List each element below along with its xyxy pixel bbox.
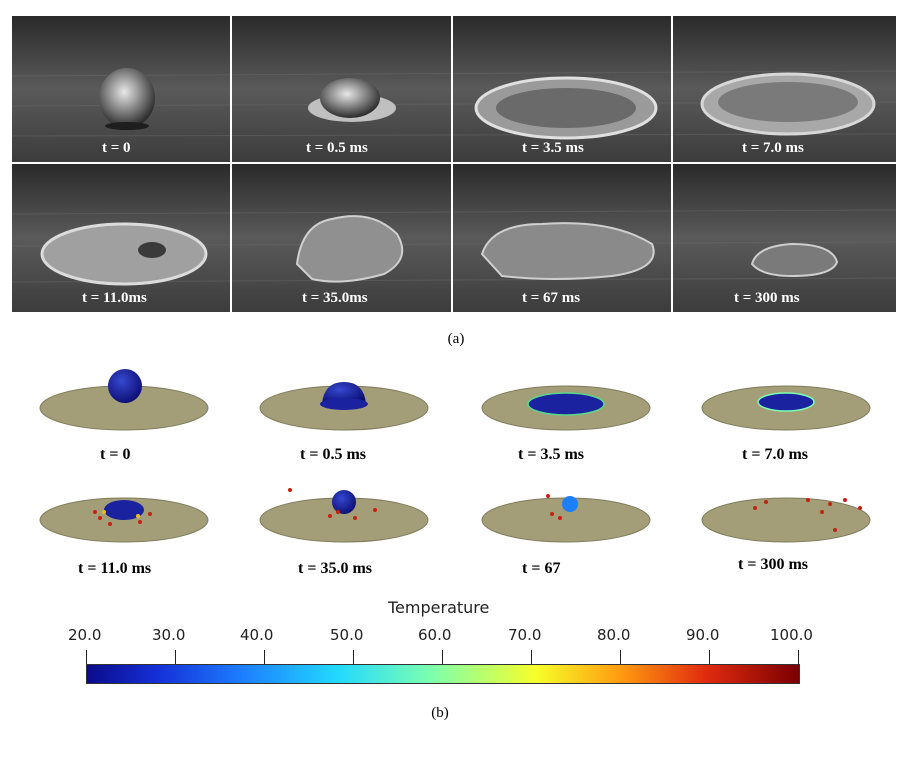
- colorbar-tick-100: 100.0: [770, 626, 813, 644]
- droplet-photo-t67: [480, 222, 655, 280]
- colorbar-tickmark: [353, 650, 354, 664]
- sim-plate-1: [39, 369, 209, 431]
- colorbar-tickmark: [531, 650, 532, 664]
- colorbar-tick-30: 30.0: [152, 626, 186, 644]
- sim-plate-4: [701, 385, 871, 431]
- droplet-photo-t300: [750, 242, 839, 278]
- photo-strip-row1: [12, 16, 896, 162]
- temperature-colorbar: [86, 664, 800, 684]
- sim-plate-6: [259, 488, 429, 543]
- sim-plate-2: [259, 382, 429, 431]
- sim-label-8: t = 300 ms: [738, 556, 808, 573]
- colorbar-tick-20: 20.0: [68, 626, 102, 644]
- colorbar-tickmark: [798, 650, 799, 664]
- sim-label-2: t = 0.5 ms: [300, 446, 366, 463]
- photo-label-7: t = 67 ms: [522, 290, 581, 306]
- caption-a: (a): [447, 331, 465, 347]
- simulation-renders: [39, 369, 871, 543]
- droplet-photo-t0: [99, 68, 155, 128]
- sim-label-7: t = 67: [522, 560, 561, 577]
- sim-plate-7: [481, 494, 651, 543]
- colorbar-tick-50: 50.0: [330, 626, 364, 644]
- photo-label-2: t = 0.5 ms: [306, 140, 368, 156]
- colorbar-tickmark: [709, 650, 710, 664]
- sim-plate-3: [481, 385, 651, 431]
- sim-label-4: t = 7.0 ms: [742, 446, 808, 463]
- colorbar-tickmark: [175, 650, 176, 664]
- colorbar-tickmark: [86, 650, 87, 664]
- photo-strip-row2: [12, 164, 896, 312]
- sim-label-1: t = 0: [100, 446, 131, 463]
- sim-label-5: t = 11.0 ms: [78, 560, 152, 577]
- colorbar-tickmark: [442, 650, 443, 664]
- photo-label-1: t = 0: [102, 140, 131, 156]
- photo-label-3: t = 3.5 ms: [522, 140, 584, 156]
- colorbar-title: Temperature: [388, 598, 490, 617]
- droplet-photo-t35b: [295, 215, 404, 283]
- colorbar-tick-90: 90.0: [686, 626, 720, 644]
- sim-plate-5: [39, 497, 209, 543]
- sim-plate-8: [701, 497, 871, 543]
- photo-label-6: t = 35.0ms: [302, 290, 368, 306]
- colorbar-tick-40: 40.0: [240, 626, 274, 644]
- photo-label-5: t = 11.0ms: [82, 290, 147, 306]
- sim-label-6: t = 35.0 ms: [298, 560, 372, 577]
- caption-b: (b): [431, 705, 449, 721]
- colorbar-tick-80: 80.0: [597, 626, 631, 644]
- photo-row2-graphic: [12, 164, 896, 312]
- photo-row1-graphic: [12, 16, 896, 162]
- photo-label-4: t = 7.0 ms: [742, 140, 804, 156]
- colorbar-tickmark: [620, 650, 621, 664]
- colorbar-tick-60: 60.0: [418, 626, 452, 644]
- colorbar-tickmark: [264, 650, 265, 664]
- photo-label-8: t = 300 ms: [734, 290, 800, 306]
- droplet-photo-t11: [40, 222, 208, 286]
- sim-label-3: t = 3.5 ms: [518, 446, 584, 463]
- colorbar-tick-70: 70.0: [508, 626, 542, 644]
